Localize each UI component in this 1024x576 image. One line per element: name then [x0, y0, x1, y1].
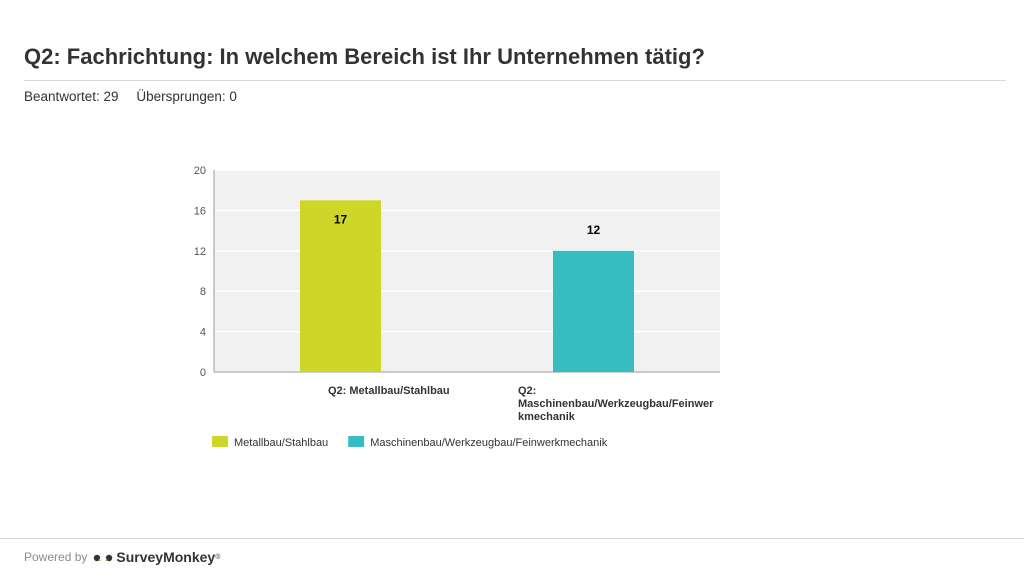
footer-divider: [0, 538, 1024, 539]
y-tick-label: 16: [194, 205, 206, 217]
footer: Powered by SurveyMonkey ®: [24, 546, 220, 568]
data-label: 12: [587, 223, 601, 237]
legend-label: Metallbau/Stahlbau: [234, 437, 328, 449]
x-tick-label: Q2:: [518, 385, 536, 397]
surveymonkey-brand: SurveyMonkey: [116, 549, 216, 565]
bar: [300, 200, 381, 372]
response-stats: Beantwortet: 29 Übersprungen: 0: [24, 89, 237, 104]
y-tick-label: 20: [194, 165, 206, 177]
x-tick-label: kmechanik: [518, 411, 576, 423]
title-divider: [24, 80, 1006, 81]
surveymonkey-logo-icon: [93, 549, 113, 565]
x-tick-label: Maschinenbau/Werkzeugbau/Feinwer: [518, 398, 714, 410]
y-tick-label: 4: [200, 327, 206, 339]
skipped-count: Übersprungen: 0: [136, 89, 237, 104]
plot-area: [214, 170, 720, 372]
question-title: Q2: Fachrichtung: In welchem Bereich ist…: [24, 44, 705, 69]
trademark-mark: ®: [215, 553, 221, 561]
legend-label: Maschinenbau/Werkzeugbau/Feinwerkmechani…: [370, 437, 608, 449]
y-tick-label: 0: [200, 367, 206, 379]
bar: [553, 250, 634, 372]
y-tick-label: 12: [194, 246, 206, 258]
legend-swatch: [348, 436, 365, 447]
x-tick-label: Q2: Metallbau/Stahlbau: [328, 385, 450, 397]
legend-swatch: [212, 436, 228, 447]
y-tick-label: 8: [200, 286, 206, 298]
powered-by-label: Powered by: [24, 550, 88, 564]
data-label: 17: [334, 212, 348, 226]
answered-count: Beantwortet: 29: [24, 89, 119, 104]
